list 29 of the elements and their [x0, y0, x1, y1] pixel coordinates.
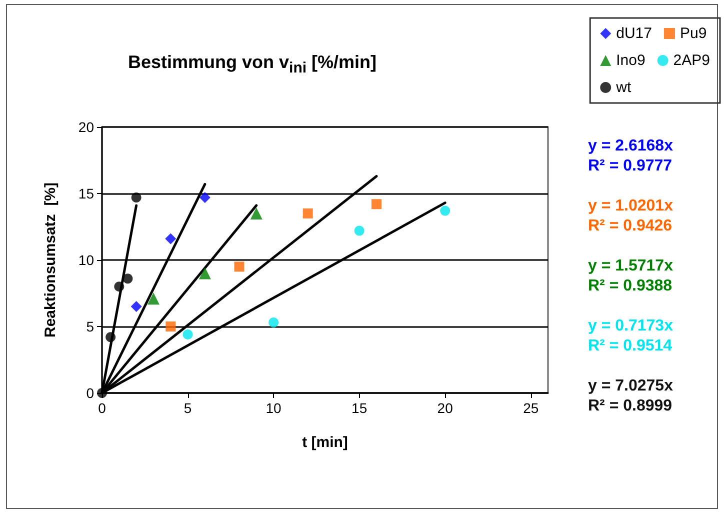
- y-tick-label: 20: [78, 119, 94, 135]
- y-tick-label: 10: [78, 252, 94, 268]
- text: R² = 0.8999: [588, 398, 672, 414]
- text: R² = 0.9388: [588, 278, 672, 294]
- legend-label: Pu9: [680, 25, 707, 42]
- text: y = 2.6168x: [588, 138, 674, 154]
- text: y = 0.7173x: [588, 318, 674, 334]
- y-tick-label: 0: [86, 385, 94, 401]
- text: R² = 0.9514: [588, 338, 672, 354]
- text: y = 1.5717x: [588, 258, 674, 274]
- x-axis-title: t [min]: [302, 434, 348, 451]
- text: R² = 0.9426: [588, 218, 672, 234]
- text: R² = 0.9777: [588, 158, 672, 174]
- x-tick-label: 20: [437, 400, 454, 416]
- x-tick-label: 0: [98, 400, 106, 416]
- x-tick-label: 15: [352, 400, 368, 416]
- x-tick-label: 5: [184, 400, 192, 416]
- legend-label: wt: [615, 79, 632, 96]
- legend-label: Ino9: [616, 52, 646, 69]
- chart-title: Bestimmung von v$_{ini}$ [%/min]: [128, 52, 377, 77]
- legend-label: 2AP9: [673, 52, 710, 69]
- x-tick-label: 10: [266, 400, 282, 416]
- text: y = 1.0201x: [588, 198, 674, 214]
- y-tick-label: 15: [78, 186, 94, 202]
- x-tick-label: 25: [523, 400, 539, 416]
- legend-label: dU17: [616, 25, 652, 42]
- text: y = 7.0275x: [588, 378, 674, 394]
- y-tick-label: 5: [86, 318, 94, 334]
- y-axis-title: Reaktionsumsatz [%]: [42, 182, 59, 338]
